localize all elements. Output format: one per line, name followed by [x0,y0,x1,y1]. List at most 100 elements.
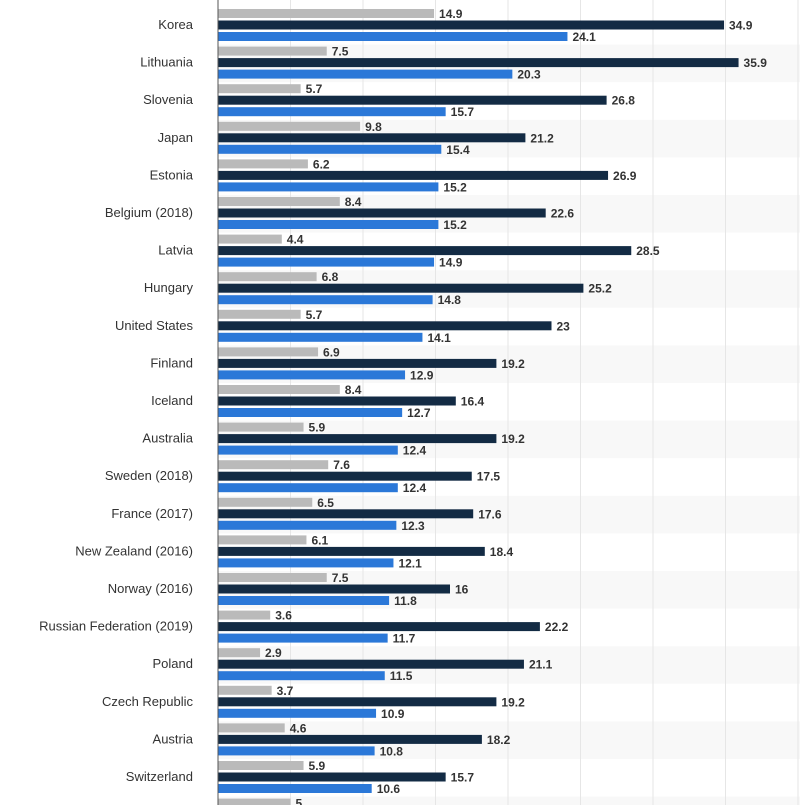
bar-gray [218,798,291,805]
data-label: 4.4 [287,233,304,247]
category-label: Estonia [150,167,194,182]
category-label: Korea [158,17,193,32]
data-label: 8.4 [345,383,362,397]
bar-dark [218,434,497,444]
data-label: 5.9 [309,421,326,435]
bar-blue [218,32,568,41]
data-label: 12.1 [398,556,422,570]
bar-blue [218,144,442,154]
data-label: 19.2 [501,357,525,371]
data-label: 6.1 [311,533,328,547]
bar-dark [218,95,607,105]
data-label: 4.6 [290,721,307,735]
category-label: France (2017) [111,506,193,521]
data-label: 25.2 [588,282,612,296]
bar-dark [218,659,524,669]
data-label: 35.9 [744,56,768,70]
bar-blue [218,295,433,305]
bar-blue [218,370,406,380]
data-label: 5 [296,797,303,805]
bar-gray [218,197,340,206]
bar-blue [218,596,390,605]
bar-blue [218,784,372,793]
bar-dark [218,321,552,331]
data-label: 17.5 [477,470,501,484]
bar-dark [218,396,456,406]
bar-blue [218,107,446,117]
bar-blue [218,633,388,643]
category-label: Lithuania [140,55,194,70]
data-label: 14.1 [427,331,451,345]
bar-gray [218,535,307,545]
data-label: 17.6 [478,507,502,521]
bar-gray [218,648,261,658]
data-label: 6.2 [313,157,330,171]
category-label: Poland [153,656,193,671]
category-label: Czech Republic [102,694,194,709]
data-label: 5.7 [306,308,323,322]
data-label: 3.7 [277,684,294,698]
category-label: Slovenia [143,92,194,107]
category-label: Hungary [144,280,194,295]
bar-dark [218,58,739,68]
category-label: Latvia [158,243,193,258]
bar-gray [218,497,313,507]
data-label: 22.6 [551,207,575,221]
data-label: 21.2 [530,131,554,145]
bar-blue [218,332,423,342]
bar-blue [218,408,403,417]
category-label: Iceland [151,393,193,408]
data-label: 15.7 [451,771,475,785]
data-label: 15.2 [443,180,467,194]
data-label: 10.9 [381,707,405,721]
bar-blue [218,182,439,192]
data-label: 18.2 [487,733,511,747]
bar-dark [218,772,446,782]
data-label: 19.2 [501,695,525,709]
bar-dark [218,471,472,481]
data-label: 9.8 [365,120,382,134]
data-label: 14.9 [439,256,463,270]
data-label: 7.5 [332,571,349,585]
data-label: 26.8 [612,94,636,108]
data-label: 18.4 [490,545,514,559]
category-label: Sweden (2018) [105,468,193,483]
data-label: 12.7 [407,406,431,420]
data-label: 15.2 [443,218,467,232]
data-label: 26.9 [613,169,637,183]
bar-blue [218,257,435,267]
data-label: 12.9 [410,368,434,382]
bar-dark [218,283,584,293]
data-label: 10.8 [380,744,404,758]
category-label: Austria [153,731,194,746]
bar-dark [218,358,497,368]
bar-gray [218,46,327,56]
bar-blue [218,671,385,681]
data-label: 23 [557,319,571,333]
bar-gray [218,460,329,470]
bar-gray [218,272,317,282]
bar-dark [218,170,609,180]
bar-gray [218,84,301,94]
bar-dark [218,509,474,519]
data-label: 12.3 [401,519,425,533]
bar-dark [218,622,540,632]
bar-gray [218,723,285,733]
bar-blue [218,69,513,79]
data-label: 15.7 [451,105,475,119]
data-label: 21.1 [529,658,553,672]
category-label: Switzerland [126,769,193,784]
bar-dark [218,20,725,30]
bar-blue [218,558,394,568]
bar-gray [218,121,361,131]
bar-dark [218,246,632,256]
data-label: 16 [455,583,469,597]
bar-blue [218,220,439,229]
data-label: 34.9 [729,19,753,33]
data-label: 24.1 [572,30,596,44]
bar-blue [218,520,397,530]
category-label: United States [115,318,194,333]
data-label: 16.4 [461,395,485,409]
data-label: 12.4 [403,444,427,458]
